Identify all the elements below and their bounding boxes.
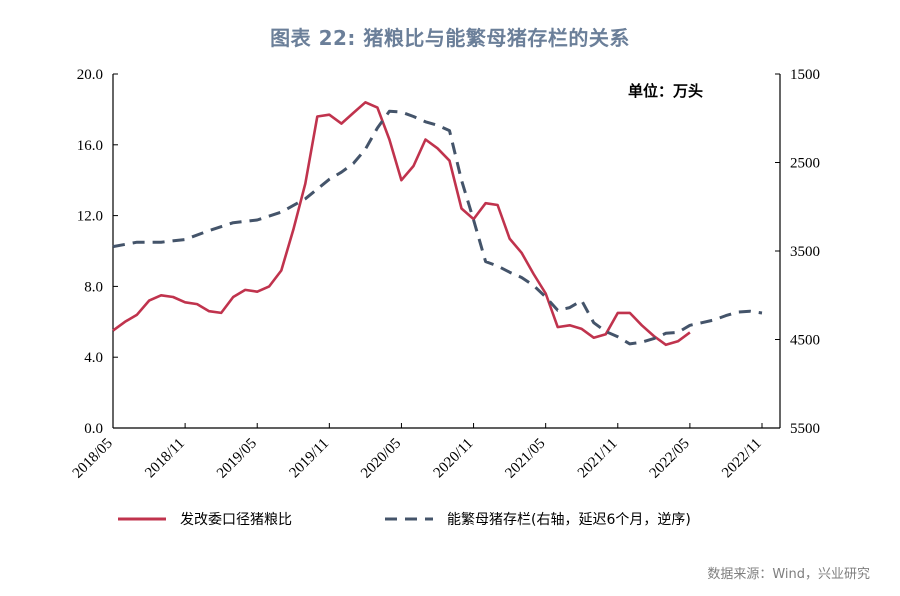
legend-label: 能繁母猪存栏(右轴，延迟6个月，逆序) bbox=[447, 512, 691, 528]
series-layer bbox=[112, 101, 763, 347]
data-source: 数据来源：Wind，兴业研究 bbox=[707, 567, 870, 582]
x-tick-label: 2020/11 bbox=[431, 436, 477, 482]
x-tick-label: 2020/05 bbox=[358, 436, 404, 482]
legend: 发改委口径猪粮比 能繁母猪存栏(右轴，延迟6个月，逆序) bbox=[118, 512, 691, 528]
unit-label: 单位：万头 bbox=[628, 82, 703, 100]
legend-label: 发改委口径猪粮比 bbox=[180, 512, 292, 528]
left-tick-label: 20.0 bbox=[77, 67, 103, 83]
chart-title: 图表 22: 猪粮比与能繁母猪存栏的关系 bbox=[270, 26, 630, 50]
right-tick-label: 1500 bbox=[790, 67, 820, 83]
right-tick-label: 3500 bbox=[790, 244, 820, 260]
left-tick-label: 0.0 bbox=[84, 421, 103, 437]
x-tick-label: 2019/05 bbox=[214, 436, 260, 482]
x-tick-label: 2018/05 bbox=[70, 436, 116, 482]
series-line-sow-inventory bbox=[112, 109, 763, 346]
series-line-pig-grain-ratio bbox=[112, 101, 691, 347]
left-tick-label: 4.0 bbox=[84, 350, 103, 366]
right-tick-label: 5500 bbox=[790, 421, 820, 437]
left-tick-label: 16.0 bbox=[77, 138, 103, 154]
left-tick-label: 12.0 bbox=[77, 209, 103, 225]
x-tick-label: 2022/05 bbox=[647, 436, 693, 482]
right-tick-label: 4500 bbox=[790, 333, 820, 349]
x-tick-label: 2021/05 bbox=[502, 436, 548, 482]
x-tick-label: 2018/11 bbox=[142, 436, 188, 482]
left-tick-label: 8.0 bbox=[84, 279, 103, 295]
x-tick-label: 2022/11 bbox=[719, 436, 765, 482]
x-tick-label: 2019/11 bbox=[286, 436, 332, 482]
x-tick-label: 2021/11 bbox=[575, 436, 621, 482]
right-tick-label: 2500 bbox=[790, 156, 820, 172]
